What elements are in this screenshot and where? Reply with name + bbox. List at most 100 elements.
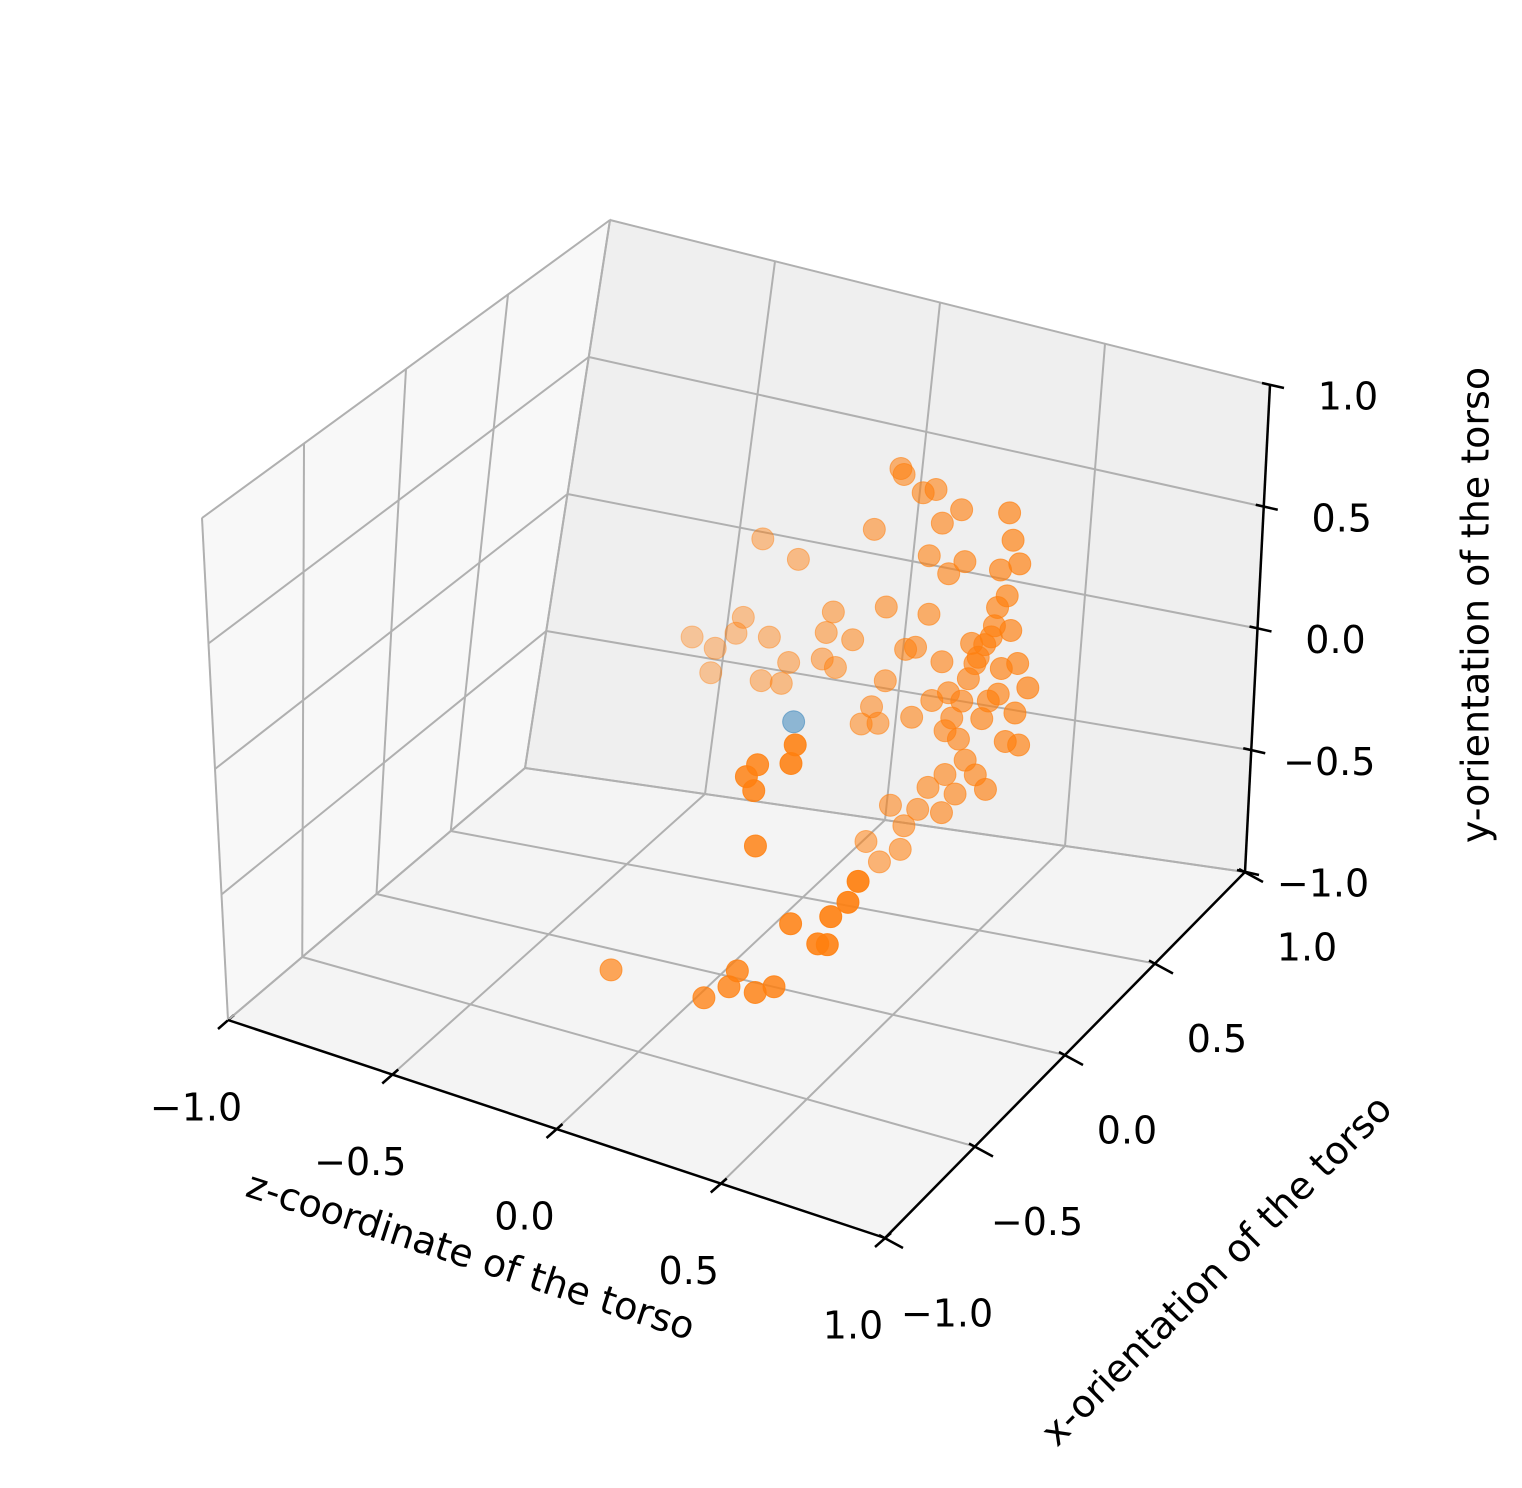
point [873,669,897,693]
x-tick [545,1123,564,1139]
point [904,635,928,659]
grid-line [201,219,611,519]
point [999,618,1023,642]
point [937,562,961,586]
point [888,837,912,861]
point [749,669,773,693]
point [1008,552,1032,576]
point [862,517,886,541]
y-tick-label: 0.5 [1187,1017,1247,1061]
point [950,498,974,522]
point [815,933,839,957]
y-tick-label: −0.5 [991,1200,1083,1244]
grid-line [301,956,976,1148]
x-tick-label: 1.0 [823,1304,883,1348]
z-axis-label: y-orientation of the torso [1454,367,1498,843]
y-axis-label: x-orientation of the torso [1032,1086,1400,1454]
point [819,905,843,929]
z-tick [1249,625,1272,633]
point [973,777,997,801]
point [717,975,741,999]
point [746,753,770,777]
y-tick-label: 0.0 [1097,1109,1157,1153]
point [699,661,723,685]
point [986,682,1010,706]
z-tick [1261,381,1285,390]
point [953,550,977,574]
x-tick [381,1068,400,1085]
point [900,705,924,729]
point [878,793,902,817]
point [743,834,767,858]
z-tick [1242,747,1266,755]
point [599,958,623,982]
y-tick-label: 1.0 [1277,926,1337,970]
point [979,625,1003,649]
z-tick-label: 1.0 [1318,375,1378,419]
z-axis-line [1243,384,1272,873]
point [757,625,781,649]
grid-line [546,630,1252,752]
point [917,544,941,568]
point [956,667,980,691]
x-tick-label: 0.0 [494,1195,554,1239]
point [1016,676,1040,700]
x-tick-label: −1.0 [150,1086,242,1130]
point [874,595,898,619]
point [841,628,865,652]
x-tick-label: −0.5 [314,1140,406,1184]
point [960,631,984,655]
point [867,850,891,874]
point [1001,528,1025,552]
point [846,869,870,893]
point [917,602,941,626]
point [782,710,806,734]
grid-line [227,767,526,1021]
point [769,671,793,695]
point [989,558,1013,582]
z-tick [1236,868,1260,877]
point [998,501,1022,525]
point [916,775,940,799]
point [751,527,775,551]
point [783,733,807,757]
point [724,621,748,645]
x-tick-label: 0.5 [659,1249,719,1293]
point [836,890,860,914]
grid-line [609,219,1271,386]
point [989,657,1013,681]
point [823,655,847,679]
panes [201,218,1285,1250]
z-tick-label: −0.5 [1283,740,1375,784]
point [814,620,838,644]
grid-line [588,356,1264,508]
y-tick [968,1142,994,1158]
z-tick-label: 0.0 [1305,618,1365,662]
z-tick-label: −1.0 [1277,862,1369,906]
point [1003,701,1027,725]
point [892,814,916,838]
point [970,707,994,731]
point [946,727,970,751]
point [950,689,974,713]
grid-line [207,356,590,645]
y-axis-line [884,871,1246,1239]
point [779,912,803,936]
point [940,706,964,730]
grid-line [376,893,1066,1056]
point [743,980,767,1004]
point [906,797,930,821]
point [1007,733,1031,757]
point [821,600,845,624]
y-tick-label: −1.0 [901,1292,993,1336]
y-tick [1058,1050,1084,1067]
point [703,636,727,660]
point [933,763,957,787]
point [854,830,878,854]
point [680,625,704,649]
point [924,478,948,502]
grid-line [567,493,1258,630]
z-tick-label: 0.5 [1312,496,1372,540]
z-tick [1255,503,1279,511]
